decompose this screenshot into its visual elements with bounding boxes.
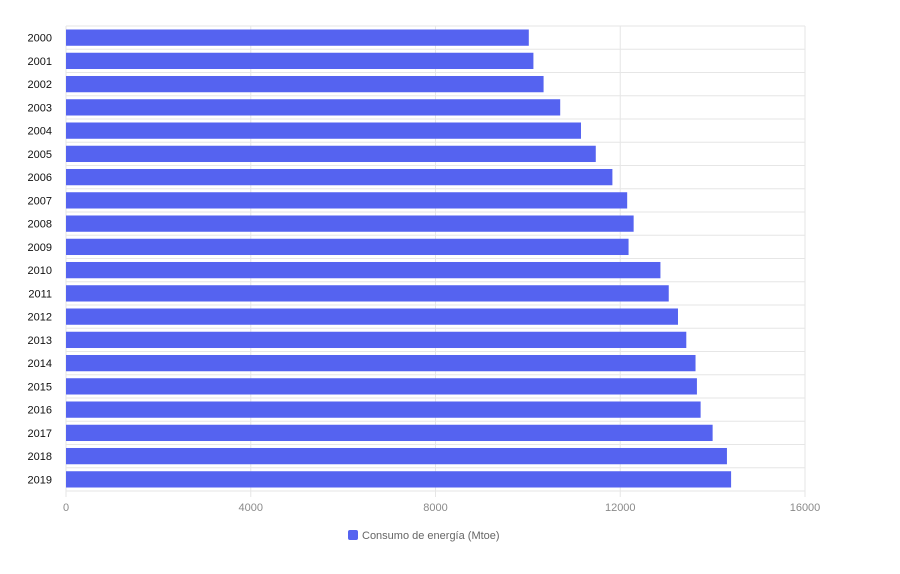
bar-2004[interactable] [66, 122, 581, 139]
bar-2007[interactable] [66, 192, 628, 209]
bar-2003[interactable] [66, 99, 561, 116]
category-label-2009: 2009 [28, 242, 52, 254]
bar-2000[interactable] [66, 29, 529, 46]
legend[interactable]: Consumo de energía (Mtoe) [348, 530, 500, 542]
x-tick-label: 16000 [790, 502, 821, 514]
category-label-2015: 2015 [28, 381, 52, 393]
bar-2018[interactable] [66, 447, 727, 465]
category-label-2018: 2018 [28, 451, 52, 463]
category-label-2005: 2005 [28, 149, 52, 161]
gridlines [65, 25, 806, 497]
bars [66, 29, 732, 488]
category-label-2000: 2000 [28, 33, 52, 45]
bar-2009[interactable] [66, 238, 629, 256]
bar-2001[interactable] [66, 52, 534, 70]
category-label-2007: 2007 [28, 195, 52, 207]
x-axis-ticks: 0 4000 8000 12000 16000 [63, 502, 820, 514]
bar-2008[interactable] [66, 215, 634, 232]
category-label-2001: 2001 [28, 56, 52, 68]
category-label-2013: 2013 [28, 335, 52, 347]
category-label-2011: 2011 [28, 288, 52, 300]
bar-2011[interactable] [66, 285, 669, 302]
x-tick-label: 0 [63, 502, 69, 514]
category-labels: 2000 2001 2002 2003 2004 2005 2006 2007 2008 2009… [28, 33, 52, 487]
category-label-2010: 2010 [28, 265, 52, 277]
bar-2014[interactable] [66, 354, 696, 372]
category-label-2012: 2012 [28, 312, 52, 324]
category-label-2008: 2008 [28, 219, 52, 231]
legend-label: Consumo de energía (Mtoe) [362, 530, 500, 542]
category-label-2006: 2006 [28, 172, 52, 184]
x-tick-label: 12000 [605, 502, 636, 514]
category-label-2014: 2014 [28, 358, 52, 370]
category-label-2002: 2002 [28, 79, 52, 91]
category-label-2019: 2019 [28, 474, 52, 486]
bar-2019[interactable] [66, 471, 732, 488]
category-label-2017: 2017 [28, 428, 52, 440]
category-label-2004: 2004 [28, 126, 52, 138]
bar-2002[interactable] [66, 75, 544, 93]
bar-2015[interactable] [66, 378, 697, 395]
bar-2012[interactable] [66, 308, 678, 325]
bar-2013[interactable] [66, 331, 687, 349]
category-label-2016: 2016 [28, 405, 52, 417]
legend-swatch [348, 530, 358, 540]
bar-2016[interactable] [66, 401, 701, 418]
bar-2006[interactable] [66, 168, 613, 186]
bar-2005[interactable] [66, 145, 596, 163]
bar-2017[interactable] [66, 424, 713, 442]
category-label-2003: 2003 [28, 102, 52, 114]
x-tick-label: 4000 [239, 502, 263, 514]
x-tick-label: 8000 [423, 502, 447, 514]
bar-2010[interactable] [66, 261, 661, 279]
